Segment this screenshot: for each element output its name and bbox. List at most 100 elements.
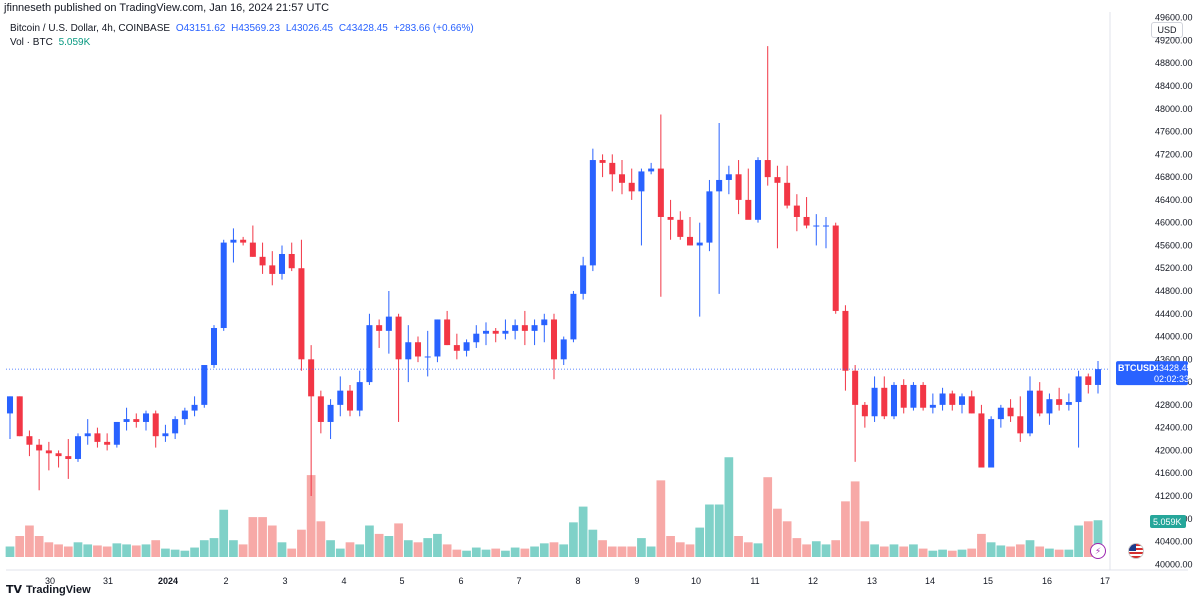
x-tick-label: 5: [399, 576, 404, 586]
candle-body: [580, 265, 587, 294]
volume-bar: [831, 540, 841, 557]
x-tick-label: 12: [808, 576, 818, 586]
candle-body: [881, 387, 888, 417]
volume-bar: [433, 533, 442, 557]
candle-body: [1026, 390, 1034, 434]
volume-bar: [34, 536, 44, 557]
candle-body: [677, 219, 684, 237]
volume-bar: [326, 540, 335, 557]
volume-bar: [15, 536, 25, 557]
volume-bar: [918, 548, 928, 557]
candle-body: [570, 293, 577, 340]
candle-body: [618, 174, 626, 183]
volume-bar: [870, 544, 879, 557]
candle-body: [414, 342, 422, 357]
volume-bar: [928, 550, 938, 557]
candle-body: [482, 330, 490, 334]
candle-body: [133, 419, 140, 422]
volume-bar: [1074, 525, 1083, 557]
x-tick-label: 8: [575, 576, 580, 586]
volume-bar: [413, 542, 423, 557]
volume-label[interactable]: Vol · BTC: [10, 37, 53, 48]
volume-bar: [83, 544, 93, 557]
x-tick-label: 4: [341, 576, 346, 586]
candle-body: [26, 436, 33, 445]
candle-body: [822, 225, 830, 227]
volume-bar: [199, 540, 209, 557]
candle-body: [278, 253, 286, 274]
volume-bar: [938, 549, 947, 557]
candle-body: [104, 441, 111, 445]
candle-body: [1046, 399, 1053, 414]
candle-body: [735, 174, 742, 200]
candle-body: [861, 404, 868, 417]
x-tick-label: 3: [282, 576, 287, 586]
volume-bar: [627, 546, 637, 557]
last-price-countdown: 02:02:33: [1154, 374, 1189, 384]
volume-bar: [889, 544, 899, 557]
lightning-icon[interactable]: ⚡: [1090, 543, 1106, 559]
volume-bar: [773, 508, 782, 557]
candle-body: [220, 242, 227, 329]
volume-bar: [462, 550, 471, 557]
candle-body: [910, 384, 917, 408]
volume-bar: [335, 548, 345, 557]
volume-bar: [501, 550, 510, 557]
currency-button[interactable]: USD: [1151, 22, 1183, 38]
x-tick-label: 2: [223, 576, 228, 586]
volume-bar: [996, 545, 1006, 557]
candle-body: [162, 433, 169, 437]
candle-body: [123, 419, 130, 422]
y-tick-label: 46000.00: [1155, 218, 1193, 228]
volume-bar: [287, 548, 297, 557]
candle-body: [1017, 416, 1024, 434]
volume-bar: [675, 542, 685, 557]
candle-body: [453, 345, 460, 351]
volume-bar: [957, 549, 967, 557]
candle-body: [1056, 399, 1063, 405]
candle-body: [1036, 390, 1043, 414]
candle-body: [113, 421, 120, 445]
volume-bar: [316, 521, 326, 557]
volume-bar: [977, 533, 986, 557]
volume-bar: [637, 538, 646, 557]
candle-body: [667, 216, 674, 220]
candle-body: [550, 319, 558, 360]
volume-bar: [394, 523, 403, 557]
volume-bar: [471, 547, 481, 557]
volume-bar: [1083, 521, 1093, 557]
volume-bar: [1045, 548, 1054, 557]
candle-body: [813, 225, 820, 227]
low-value: L43026.45: [285, 23, 334, 34]
volume-bar: [802, 544, 811, 557]
tradingview-logo-icon: 𝗧𝗩: [6, 584, 23, 596]
candle-body: [1075, 376, 1082, 403]
y-tick-label: 46400.00: [1155, 195, 1193, 205]
candle-body: [356, 382, 363, 411]
volume-bar: [248, 517, 258, 557]
candle-body: [949, 393, 956, 405]
y-tick-label: 45200.00: [1155, 263, 1193, 273]
volume-bar: [102, 546, 112, 557]
volume-bar: [753, 543, 763, 557]
candle-body: [774, 177, 781, 183]
close-value: C43428.45: [338, 23, 388, 34]
candle-body: [589, 160, 596, 266]
candle-body: [784, 182, 791, 206]
y-tick-label: 41200.00: [1155, 491, 1193, 501]
x-tick-label: 6: [458, 576, 463, 586]
candle-body: [803, 216, 810, 226]
us-flag-icon[interactable]: [1128, 543, 1144, 559]
candle-body: [444, 319, 451, 346]
x-tick-label: 11: [750, 576, 759, 586]
candle-body: [521, 325, 528, 331]
symbol-label[interactable]: Bitcoin / U.S. Dollar, 4h, COINBASE: [10, 23, 171, 34]
volume-bar: [491, 548, 501, 557]
candle-body: [686, 236, 694, 246]
last-price-symbol: BTCUSD: [1118, 363, 1156, 373]
candle-body: [793, 205, 800, 217]
candle-body: [55, 453, 62, 457]
volume-bar: [598, 540, 607, 557]
volume-bar: [666, 536, 675, 557]
